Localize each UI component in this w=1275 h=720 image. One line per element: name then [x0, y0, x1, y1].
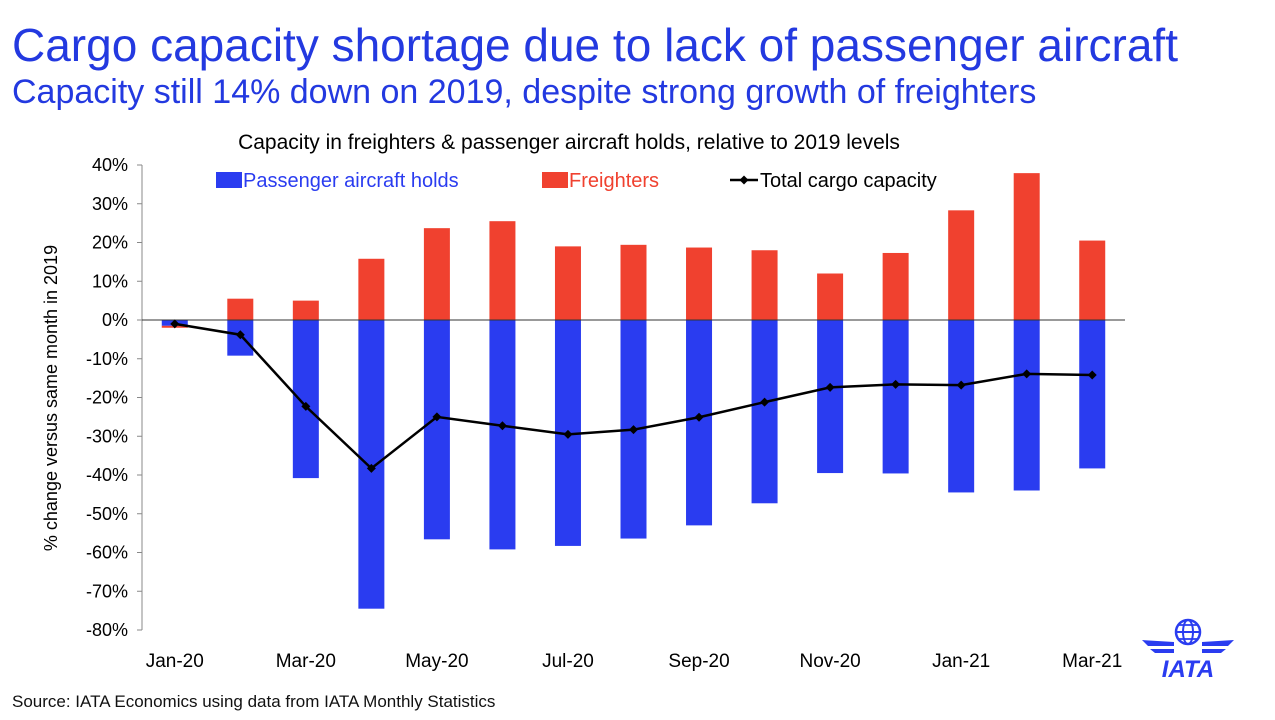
freighter-bar [1079, 240, 1106, 320]
total-capacity-point [432, 412, 442, 422]
total-capacity-point [1087, 370, 1097, 380]
passenger-bar [948, 320, 975, 493]
page-subtitle: Capacity still 14% down on 2019, despite… [12, 73, 1037, 111]
y-tick-label: -50% [86, 504, 128, 524]
y-axis-label: % change versus same month in 2019 [41, 245, 61, 551]
y-tick-label: 0% [102, 310, 128, 330]
y-tick-label: -20% [86, 388, 128, 408]
freighter-bar [1013, 173, 1040, 320]
freighter-bar [423, 228, 450, 320]
y-tick-label: -40% [86, 465, 128, 485]
total-capacity-point [497, 421, 507, 431]
chart-title: Capacity in freighters & passenger aircr… [238, 131, 900, 154]
legend-label-passenger: Passenger aircraft holds [243, 170, 459, 192]
iata-logo-text: IATA [1162, 656, 1214, 680]
total-capacity-point [1022, 369, 1032, 379]
freighter-bar [227, 298, 254, 320]
freighter-bar [620, 244, 647, 320]
legend-label-total: Total cargo capacity [760, 170, 937, 192]
total-capacity-point [563, 429, 573, 439]
x-tick-label: Jul-20 [542, 651, 594, 672]
x-tick-label: Mar-21 [1062, 651, 1122, 672]
total-capacity-point [170, 319, 180, 329]
total-capacity-point [366, 463, 376, 473]
legend-label-freighters: Freighters [569, 170, 659, 192]
y-tick-label: 20% [92, 233, 128, 253]
y-tick-label: -30% [86, 426, 128, 446]
passenger-bar [489, 320, 516, 550]
iata-logo: IATA [1142, 618, 1234, 680]
x-tick-label: Sep-20 [668, 651, 729, 672]
x-tick-label: Jan-21 [932, 651, 990, 672]
y-tick-label: -10% [86, 349, 128, 369]
total-capacity-point [301, 401, 311, 411]
total-capacity-point [629, 425, 638, 435]
freighter-bar [948, 210, 975, 320]
legend-swatch-freighters [542, 172, 568, 188]
total-capacity-point [956, 380, 966, 390]
total-capacity-point [235, 330, 245, 340]
freighter-bar [817, 273, 844, 320]
total-capacity-point [760, 397, 770, 407]
passenger-bar [1079, 320, 1106, 469]
source-note: Source: IATA Economics using data from I… [12, 692, 496, 711]
y-tick-label: 10% [92, 271, 128, 291]
freighter-bar [554, 246, 581, 320]
passenger-bar [423, 320, 450, 540]
legend-swatch-passenger [216, 172, 242, 188]
passenger-bar [1013, 320, 1040, 491]
total-capacity-point [694, 412, 704, 422]
passenger-bar [751, 320, 778, 504]
total-capacity-point [891, 379, 901, 389]
freighter-bar [489, 221, 516, 320]
passenger-bar [882, 320, 909, 474]
y-tick-label: -60% [86, 543, 128, 563]
x-tick-label: May-20 [405, 651, 468, 672]
freighter-bar [686, 247, 713, 320]
x-tick-label: Mar-20 [276, 651, 336, 672]
passenger-bar [292, 320, 319, 479]
y-tick-label: -80% [86, 620, 128, 640]
freighter-bar [292, 300, 319, 320]
x-tick-label: Nov-20 [799, 651, 860, 672]
y-tick-label: -70% [86, 581, 128, 601]
x-tick-label: Jan-20 [146, 651, 204, 672]
y-tick-label: 40% [92, 155, 128, 175]
page-title: Cargo capacity shortage due to lack of p… [12, 19, 1178, 71]
freighter-bar [751, 250, 778, 320]
passenger-bar [817, 320, 844, 474]
freighter-bar [882, 252, 909, 320]
passenger-bar [686, 320, 713, 526]
total-capacity-point [825, 382, 835, 392]
legend-marker-total [739, 175, 749, 185]
freighter-bar [358, 258, 385, 320]
y-tick-label: 30% [92, 194, 128, 214]
